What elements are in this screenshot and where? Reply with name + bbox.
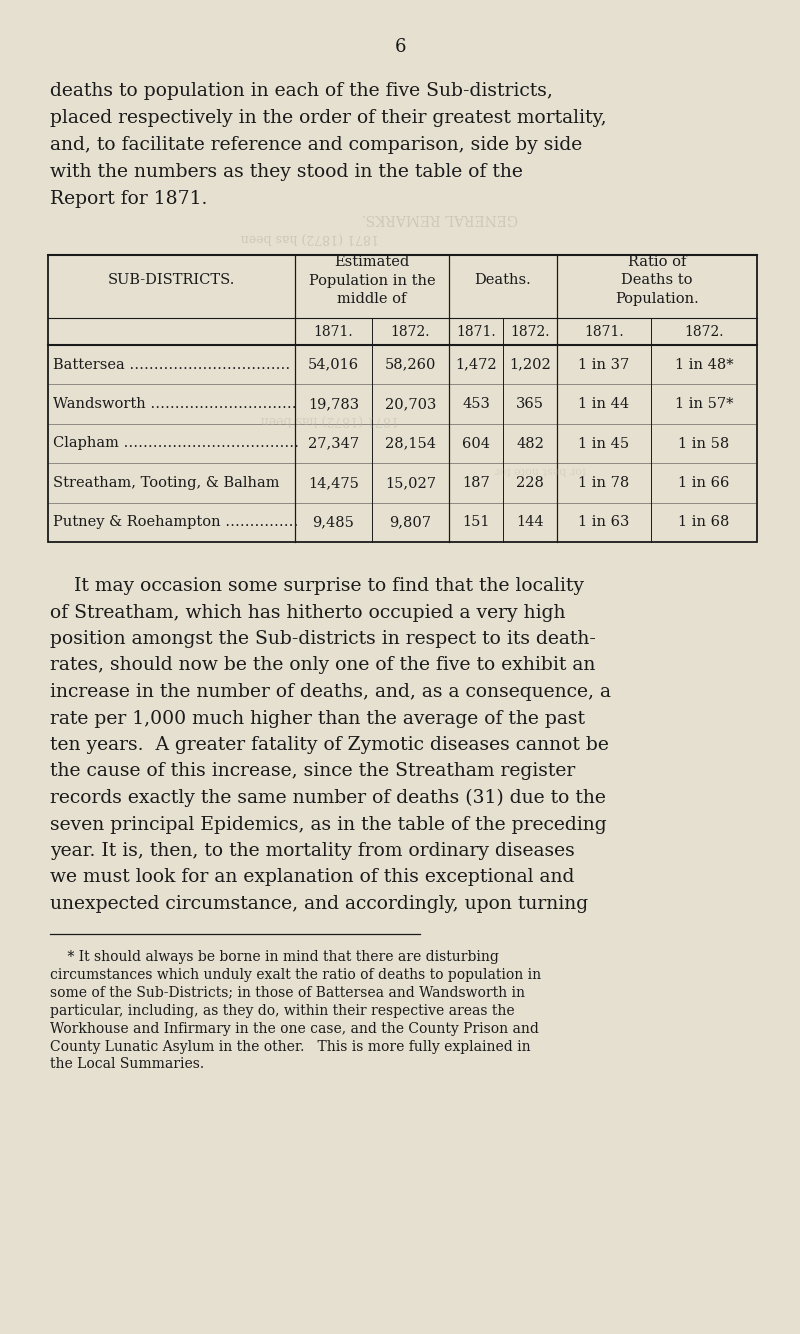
Text: particular, including, as they do, within their respective areas the: particular, including, as they do, withi… — [50, 1003, 514, 1018]
Text: 14,475: 14,475 — [308, 476, 359, 490]
Text: deaths to population in each of the five Sub-districts,: deaths to population in each of the five… — [50, 81, 553, 100]
Text: 58,260: 58,260 — [385, 358, 436, 372]
Text: Putney & Roehampton ……………: Putney & Roehampton …………… — [53, 515, 298, 530]
Text: 1,202: 1,202 — [509, 358, 551, 372]
Text: 604: 604 — [462, 436, 490, 451]
Text: 1871.: 1871. — [456, 324, 496, 339]
Text: Streatham, Tooting, & Balham: Streatham, Tooting, & Balham — [53, 476, 279, 490]
Bar — [48, 255, 757, 542]
Text: with the numbers as they stood in the table of the: with the numbers as they stood in the ta… — [50, 163, 523, 181]
Text: and, to facilitate reference and comparison, side by side: and, to facilitate reference and compari… — [50, 136, 582, 153]
Text: SUB-DISTRICTS.: SUB-DISTRICTS. — [108, 273, 235, 288]
Text: Estimated
Population in the
middle of: Estimated Population in the middle of — [309, 255, 435, 305]
Text: 19,783: 19,783 — [308, 398, 359, 411]
Text: 1 in 63: 1 in 63 — [578, 515, 630, 530]
Text: 187: 187 — [462, 476, 490, 490]
Text: 54,016: 54,016 — [308, 358, 359, 372]
Text: Workhouse and Infirmary in the one case, and the County Prison and: Workhouse and Infirmary in the one case,… — [50, 1022, 539, 1035]
Text: some of the Sub-Districts; in those of Battersea and Wandsworth in: some of the Sub-Districts; in those of B… — [50, 986, 525, 999]
Text: of Streatham, which has hitherto occupied a very high: of Streatham, which has hitherto occupie… — [50, 603, 566, 622]
Text: the Local Summaries.: the Local Summaries. — [50, 1058, 204, 1071]
Text: Ratio of
Deaths to
Population.: Ratio of Deaths to Population. — [615, 255, 699, 305]
Text: unexpected circumstance, and accordingly, upon turning: unexpected circumstance, and accordingly… — [50, 895, 588, 912]
Text: rate per 1,000 much higher than the average of the past: rate per 1,000 much higher than the aver… — [50, 710, 585, 727]
Text: 144: 144 — [516, 515, 544, 530]
Text: 151: 151 — [462, 515, 490, 530]
Text: County Lunatic Asylum in the other.   This is more fully explained in: County Lunatic Asylum in the other. This… — [50, 1039, 530, 1054]
Text: 1 in 58: 1 in 58 — [678, 436, 730, 451]
Text: Report for 1871.: Report for 1871. — [50, 189, 207, 208]
Text: ten years.  A greater fatality of Zymotic diseases cannot be: ten years. A greater fatality of Zymotic… — [50, 736, 609, 754]
Text: seven principal Epidemics, as in the table of the preceding: seven principal Epidemics, as in the tab… — [50, 815, 606, 834]
Text: 1872.: 1872. — [684, 324, 724, 339]
Text: 1871 (1872) has been: 1871 (1872) has been — [241, 232, 379, 244]
Text: increase in the number of deaths, and, as a consequence, a: increase in the number of deaths, and, a… — [50, 683, 611, 700]
Text: Battersea ……………………………: Battersea …………………………… — [53, 358, 290, 372]
Text: 1 in 48*: 1 in 48* — [674, 358, 734, 372]
Text: Wandsworth …………………………: Wandsworth ………………………… — [53, 398, 297, 411]
Text: 365: 365 — [516, 398, 544, 411]
Text: 20,703: 20,703 — [385, 398, 436, 411]
Text: 28,154: 28,154 — [385, 436, 436, 451]
Text: 1 in 37: 1 in 37 — [578, 358, 630, 372]
Text: 9,485: 9,485 — [313, 515, 354, 530]
Text: 482: 482 — [516, 436, 544, 451]
Text: 1872.: 1872. — [390, 324, 430, 339]
Text: 1871.: 1871. — [314, 324, 354, 339]
Text: the cause of this increase, since the Streatham register: the cause of this increase, since the St… — [50, 763, 575, 780]
Text: 6: 6 — [394, 37, 406, 56]
Text: we must look for an explanation of this exceptional and: we must look for an explanation of this … — [50, 868, 574, 887]
Text: 1 in 66: 1 in 66 — [678, 476, 730, 490]
Text: for best note for: for best note for — [494, 466, 586, 475]
Text: 1 in 78: 1 in 78 — [578, 476, 630, 490]
Text: 453: 453 — [462, 398, 490, 411]
Text: 1 in 45: 1 in 45 — [578, 436, 630, 451]
Text: 228: 228 — [516, 476, 544, 490]
Text: year. It is, then, to the mortality from ordinary diseases: year. It is, then, to the mortality from… — [50, 842, 574, 860]
Text: 1 in 44: 1 in 44 — [578, 398, 630, 411]
Text: GENERAL REMARKS.: GENERAL REMARKS. — [362, 211, 518, 225]
Text: position amongst the Sub-districts in respect to its death-: position amongst the Sub-districts in re… — [50, 630, 596, 648]
Text: 15,027: 15,027 — [385, 476, 436, 490]
Text: 27,347: 27,347 — [308, 436, 359, 451]
Text: 1 in 68: 1 in 68 — [678, 515, 730, 530]
Text: rates, should now be the only one of the five to exhibit an: rates, should now be the only one of the… — [50, 656, 595, 675]
Text: circumstances which unduly exalt the ratio of deaths to population in: circumstances which unduly exalt the rat… — [50, 967, 541, 982]
Text: 1871.: 1871. — [584, 324, 624, 339]
Text: 1872.: 1872. — [510, 324, 550, 339]
Text: 1 in 57*: 1 in 57* — [674, 398, 734, 411]
Text: placed respectively in the order of their greatest mortality,: placed respectively in the order of thei… — [50, 109, 606, 127]
Text: Clapham ………………………………: Clapham ……………………………… — [53, 436, 299, 451]
Text: It may occasion some surprise to find that the locality: It may occasion some surprise to find th… — [50, 578, 584, 595]
Text: Deaths.: Deaths. — [474, 273, 531, 288]
Text: 1,472: 1,472 — [455, 358, 497, 372]
Text: 1871 (1872) has been: 1871 (1872) has been — [261, 414, 399, 427]
Text: 9,807: 9,807 — [390, 515, 431, 530]
Text: records exactly the same number of deaths (31) due to the: records exactly the same number of death… — [50, 788, 606, 807]
Text: * It should always be borne in mind that there are disturbing: * It should always be borne in mind that… — [50, 950, 499, 963]
